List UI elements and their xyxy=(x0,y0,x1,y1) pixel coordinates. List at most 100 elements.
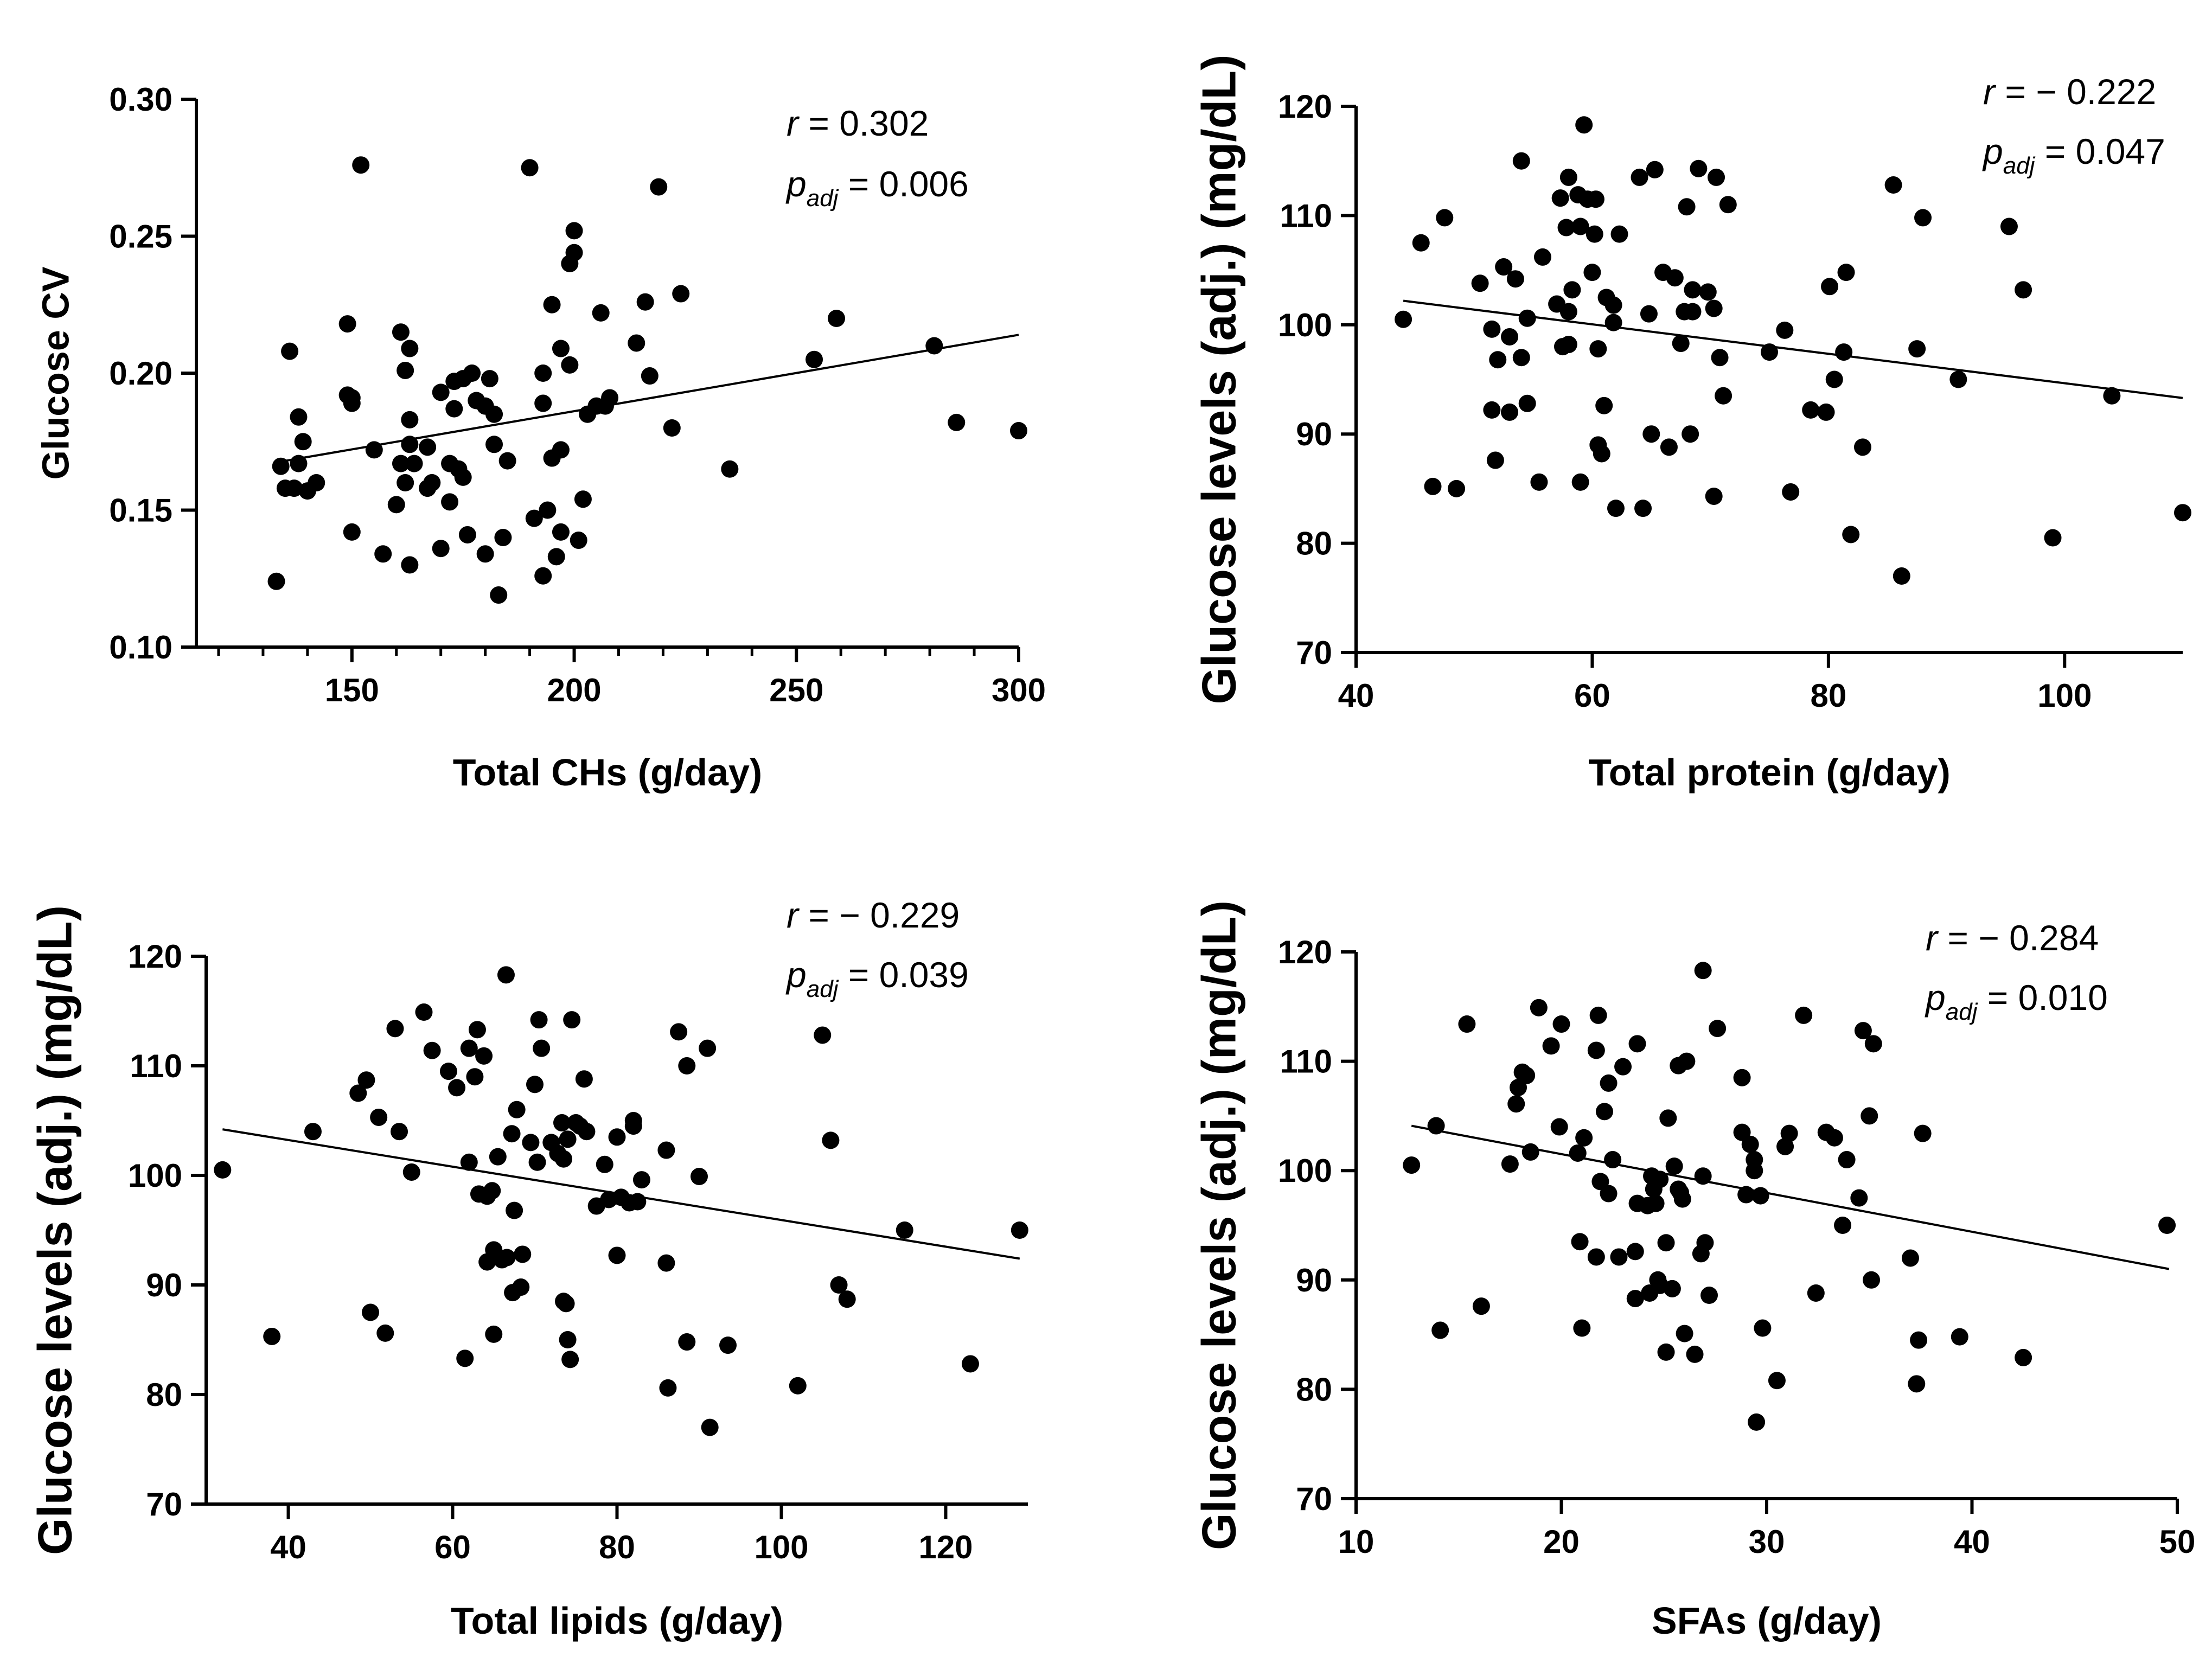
data-point xyxy=(1951,1328,1968,1346)
data-point xyxy=(2044,529,2062,547)
y-tick-label: 0.20 xyxy=(109,355,172,392)
data-point xyxy=(822,1131,840,1149)
data-point xyxy=(1802,401,1820,419)
data-point xyxy=(552,340,570,357)
data-point xyxy=(559,1331,577,1348)
data-point xyxy=(1573,1319,1591,1337)
data-point xyxy=(1901,1249,1919,1267)
data-point xyxy=(925,337,943,355)
data-point xyxy=(1754,1319,1772,1337)
data-point xyxy=(397,361,414,379)
p-annotation: padj = 0.006 xyxy=(785,164,969,212)
data-point xyxy=(357,1071,375,1089)
data-point xyxy=(522,1134,540,1152)
x-tick-label: 150 xyxy=(325,672,379,708)
y-tick-label: 120 xyxy=(128,938,182,975)
data-point xyxy=(701,1418,719,1436)
y-tick-label: 70 xyxy=(1296,1481,1332,1517)
data-point xyxy=(401,340,419,357)
data-point xyxy=(1575,116,1593,134)
data-point xyxy=(481,370,498,388)
y-tick-label: 0.15 xyxy=(109,492,172,529)
data-point xyxy=(565,222,583,240)
data-point xyxy=(1593,445,1610,463)
p-value: = 0.047 xyxy=(2035,131,2165,171)
x-tick-label: 100 xyxy=(754,1529,808,1565)
x-axis-title: Total lipids (g/day) xyxy=(451,1600,783,1642)
data-point xyxy=(1512,349,1530,367)
data-point xyxy=(1768,1372,1786,1390)
panel-glucose-cv-vs-total-chs: 0.10 0.15 0.20 0.25 0.30 150 200 250 300 Total C… xyxy=(34,81,1046,794)
data-point xyxy=(1834,1217,1852,1234)
data-point xyxy=(1893,567,1910,585)
data-point xyxy=(721,460,739,478)
axes: 70 80 90 100 110 120 40 60 80 100 120 xyxy=(128,938,1028,1565)
data-point xyxy=(370,1108,388,1126)
data-point xyxy=(1512,152,1530,170)
data-point xyxy=(1589,1006,1607,1024)
data-point xyxy=(1471,274,1489,292)
data-point xyxy=(506,1201,523,1219)
y-tick-label: 90 xyxy=(1296,416,1332,452)
data-point xyxy=(362,1303,379,1321)
data-point xyxy=(525,509,543,527)
data-point xyxy=(553,1114,571,1132)
data-point xyxy=(1825,1129,1843,1147)
data-point xyxy=(463,364,481,382)
data-point xyxy=(1634,500,1652,517)
p-subscript: adj xyxy=(807,976,839,1002)
data-point xyxy=(624,1112,642,1129)
data-point xyxy=(263,1327,281,1345)
data-point xyxy=(1557,219,1575,236)
data-point xyxy=(1501,403,1519,421)
data-point xyxy=(1807,1284,1825,1302)
data-point xyxy=(1908,1375,1926,1393)
x-tick-label: 30 xyxy=(1749,1524,1785,1560)
data-point xyxy=(490,586,508,604)
data-point xyxy=(1551,189,1569,207)
data-point xyxy=(338,315,356,333)
data-point xyxy=(534,394,552,412)
data-point xyxy=(285,479,303,497)
data-point xyxy=(1436,209,1454,227)
data-point xyxy=(1458,1015,1476,1033)
r-annotation: r = − 0.222 xyxy=(1983,72,2156,112)
data-point xyxy=(1910,1331,1928,1349)
data-point xyxy=(896,1221,913,1239)
data-point xyxy=(691,1168,708,1186)
regression-line xyxy=(1403,299,2183,399)
data-point xyxy=(1676,1325,1693,1342)
scatter-points xyxy=(1403,962,2176,1431)
data-point xyxy=(1719,196,1737,214)
data-point xyxy=(628,334,645,352)
data-point xyxy=(1604,296,1622,314)
data-point xyxy=(419,438,437,456)
p-symbol: p xyxy=(785,955,807,995)
data-point xyxy=(1825,370,1843,388)
data-point xyxy=(814,1026,832,1044)
data-point xyxy=(632,1171,650,1189)
y-tick-label: 70 xyxy=(1296,635,1332,671)
data-point xyxy=(1571,473,1589,491)
data-point xyxy=(1884,176,1902,194)
p-annotation: padj = 0.047 xyxy=(1982,131,2165,179)
data-point xyxy=(552,523,570,541)
data-point xyxy=(659,1379,677,1397)
regression-line xyxy=(222,1128,1020,1260)
data-point xyxy=(663,419,681,437)
data-point xyxy=(1448,479,1466,497)
data-point xyxy=(547,548,565,566)
data-point xyxy=(1708,168,1725,186)
data-point xyxy=(570,532,587,549)
data-point xyxy=(1587,1041,1605,1059)
data-point xyxy=(1700,1287,1718,1304)
y-tick-label: 120 xyxy=(1278,88,1332,125)
data-point xyxy=(1908,340,1926,358)
data-point xyxy=(561,1351,579,1368)
y-tick-label: 100 xyxy=(1278,1153,1332,1189)
data-point xyxy=(441,493,459,511)
y-axis-title: Glucose levels (adj.) (mg/dL) xyxy=(28,905,81,1555)
data-point xyxy=(456,1349,474,1367)
data-point xyxy=(1431,1321,1449,1339)
x-tick-label: 80 xyxy=(1810,677,1846,714)
